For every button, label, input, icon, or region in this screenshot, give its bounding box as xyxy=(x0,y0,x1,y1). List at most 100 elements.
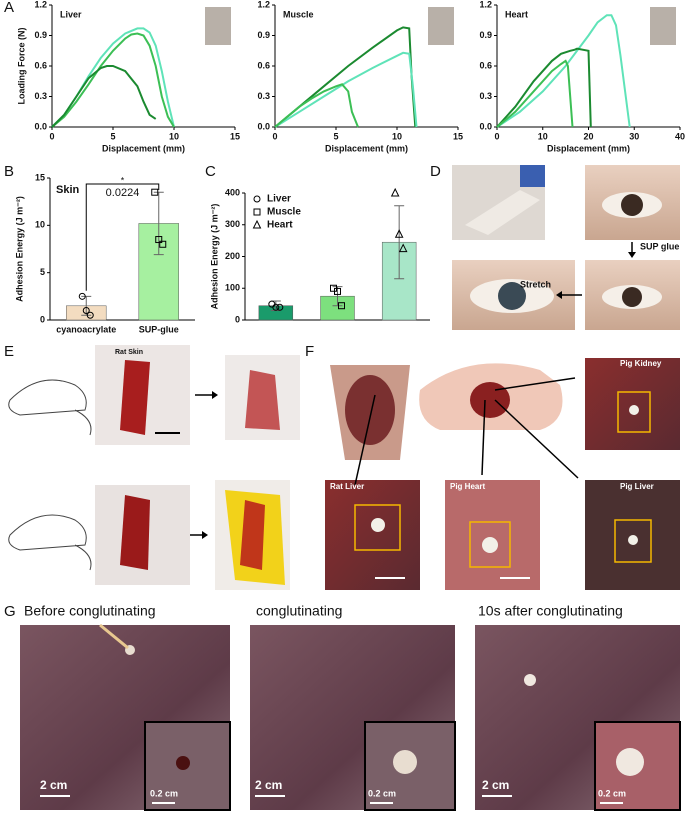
panel-e-photos xyxy=(8,345,300,590)
data-point xyxy=(390,187,400,197)
significance-bracket xyxy=(85,183,160,291)
legend-label: Heart xyxy=(267,220,293,231)
panel-g-photos xyxy=(20,623,681,811)
annotation: * xyxy=(121,175,125,185)
data-point xyxy=(159,240,167,248)
y-tick-label: 100 xyxy=(225,283,240,293)
panel-letter: D xyxy=(430,163,441,180)
y-tick-label: 0.3 xyxy=(34,91,47,101)
photo-title: Before conglutinating xyxy=(24,603,156,619)
y-tick-label: 0.3 xyxy=(479,91,492,101)
x-tick-label: 5 xyxy=(333,131,338,141)
step-label: Stretch xyxy=(520,279,551,289)
data-point xyxy=(252,219,262,229)
data-point xyxy=(86,311,94,319)
data-point xyxy=(155,236,163,244)
y-tick-label: 0.3 xyxy=(257,91,270,101)
data-point xyxy=(82,307,90,315)
data-point xyxy=(276,303,284,311)
y-tick-label: 10 xyxy=(35,220,45,230)
x-tick-label: 30 xyxy=(629,131,639,141)
y-tick-label: 15 xyxy=(35,172,45,182)
x-tick-label: 20 xyxy=(583,131,593,141)
step-label: SUP glue xyxy=(640,241,679,251)
chart-title: Liver xyxy=(60,9,82,19)
panel-letter: E xyxy=(4,343,14,360)
photo-label: Rat Liver xyxy=(330,482,364,491)
legend-label: Muscle xyxy=(267,207,301,218)
y-tick-label: 200 xyxy=(225,251,240,261)
data-point xyxy=(253,195,261,203)
y-tick-label: 300 xyxy=(225,219,240,229)
line xyxy=(496,59,574,128)
data-point xyxy=(334,287,341,295)
chart-title: Heart xyxy=(505,9,528,19)
error-bar xyxy=(81,295,92,316)
line xyxy=(274,26,417,128)
y-tick-label: 0 xyxy=(40,314,45,324)
y-tick-label: 0.9 xyxy=(257,30,270,40)
annotation: 0.0224 xyxy=(106,187,140,199)
scale-label: 0.2 cm xyxy=(598,788,626,798)
photo-labels: A B C D E F G SUP glue Stretch Rat Skin … xyxy=(4,0,679,798)
scale-label: 2 cm xyxy=(40,778,67,792)
y-tick-label: 400 xyxy=(225,187,240,197)
data-point xyxy=(151,188,159,196)
y-tick-label: 0.0 xyxy=(257,121,270,131)
x-axis-label: Displacement (mm) xyxy=(547,143,630,153)
x-tick-label: 10 xyxy=(169,131,179,141)
data-point xyxy=(272,303,280,311)
x-tick-label: 10 xyxy=(538,131,548,141)
y-tick-label: 5 xyxy=(40,267,45,277)
data-point xyxy=(338,302,345,310)
scale-label: 2 cm xyxy=(482,778,509,792)
scale-label: 0.2 cm xyxy=(150,788,178,798)
x-tick-label: 15 xyxy=(230,131,240,141)
x-axis-label: Displacement (mm) xyxy=(102,143,185,153)
y-tick-label: 1.2 xyxy=(34,0,47,9)
data-point xyxy=(394,229,404,238)
panel-d-photos xyxy=(452,165,680,330)
error-bar xyxy=(332,286,343,307)
y-axis-label: Loading Force (N) xyxy=(16,28,26,105)
error-bar xyxy=(394,205,405,280)
chart-title: Muscle xyxy=(283,9,314,19)
y-tick-label: 1.2 xyxy=(479,0,492,9)
error-bar xyxy=(153,191,164,256)
y-tick-label: 0.9 xyxy=(34,30,47,40)
data-point xyxy=(253,208,261,216)
photo-label: Pig Liver xyxy=(620,482,654,491)
inset-photo xyxy=(205,7,231,45)
y-tick-label: 0.6 xyxy=(257,60,270,70)
line xyxy=(496,14,631,128)
panel-letter: B xyxy=(4,163,14,180)
photo-title: 10s after conglutinating xyxy=(478,603,623,619)
x-tick-label: 40 xyxy=(675,131,685,141)
line xyxy=(274,83,359,128)
panel-letter: G xyxy=(4,603,16,620)
line xyxy=(496,47,592,128)
x-axis-label: Displacement (mm) xyxy=(325,143,408,153)
y-tick-label: 0.9 xyxy=(479,30,492,40)
x-tick-label: 10 xyxy=(392,131,402,141)
panel-letter: C xyxy=(205,163,216,180)
scale-label: 2 cm xyxy=(255,778,282,792)
x-tick-label: cyanoacrylate xyxy=(56,324,116,334)
y-tick-label: 0.0 xyxy=(479,121,492,131)
data-point xyxy=(78,292,86,300)
data-point xyxy=(398,243,408,253)
y-tick-label: 0.0 xyxy=(34,121,47,131)
line xyxy=(51,65,157,128)
y-tick-label: 0 xyxy=(235,314,240,324)
photo-label: Rat Skin xyxy=(115,349,143,356)
x-tick-label: SUP-glue xyxy=(139,324,179,334)
chart-title: Skin xyxy=(56,184,80,196)
inset-photo xyxy=(428,7,454,45)
scale-label: 0.2 cm xyxy=(368,788,396,798)
line xyxy=(51,32,175,128)
line xyxy=(51,27,175,128)
panel-letter: A xyxy=(4,0,14,16)
line xyxy=(274,51,418,128)
panel-letter: F xyxy=(305,343,314,360)
